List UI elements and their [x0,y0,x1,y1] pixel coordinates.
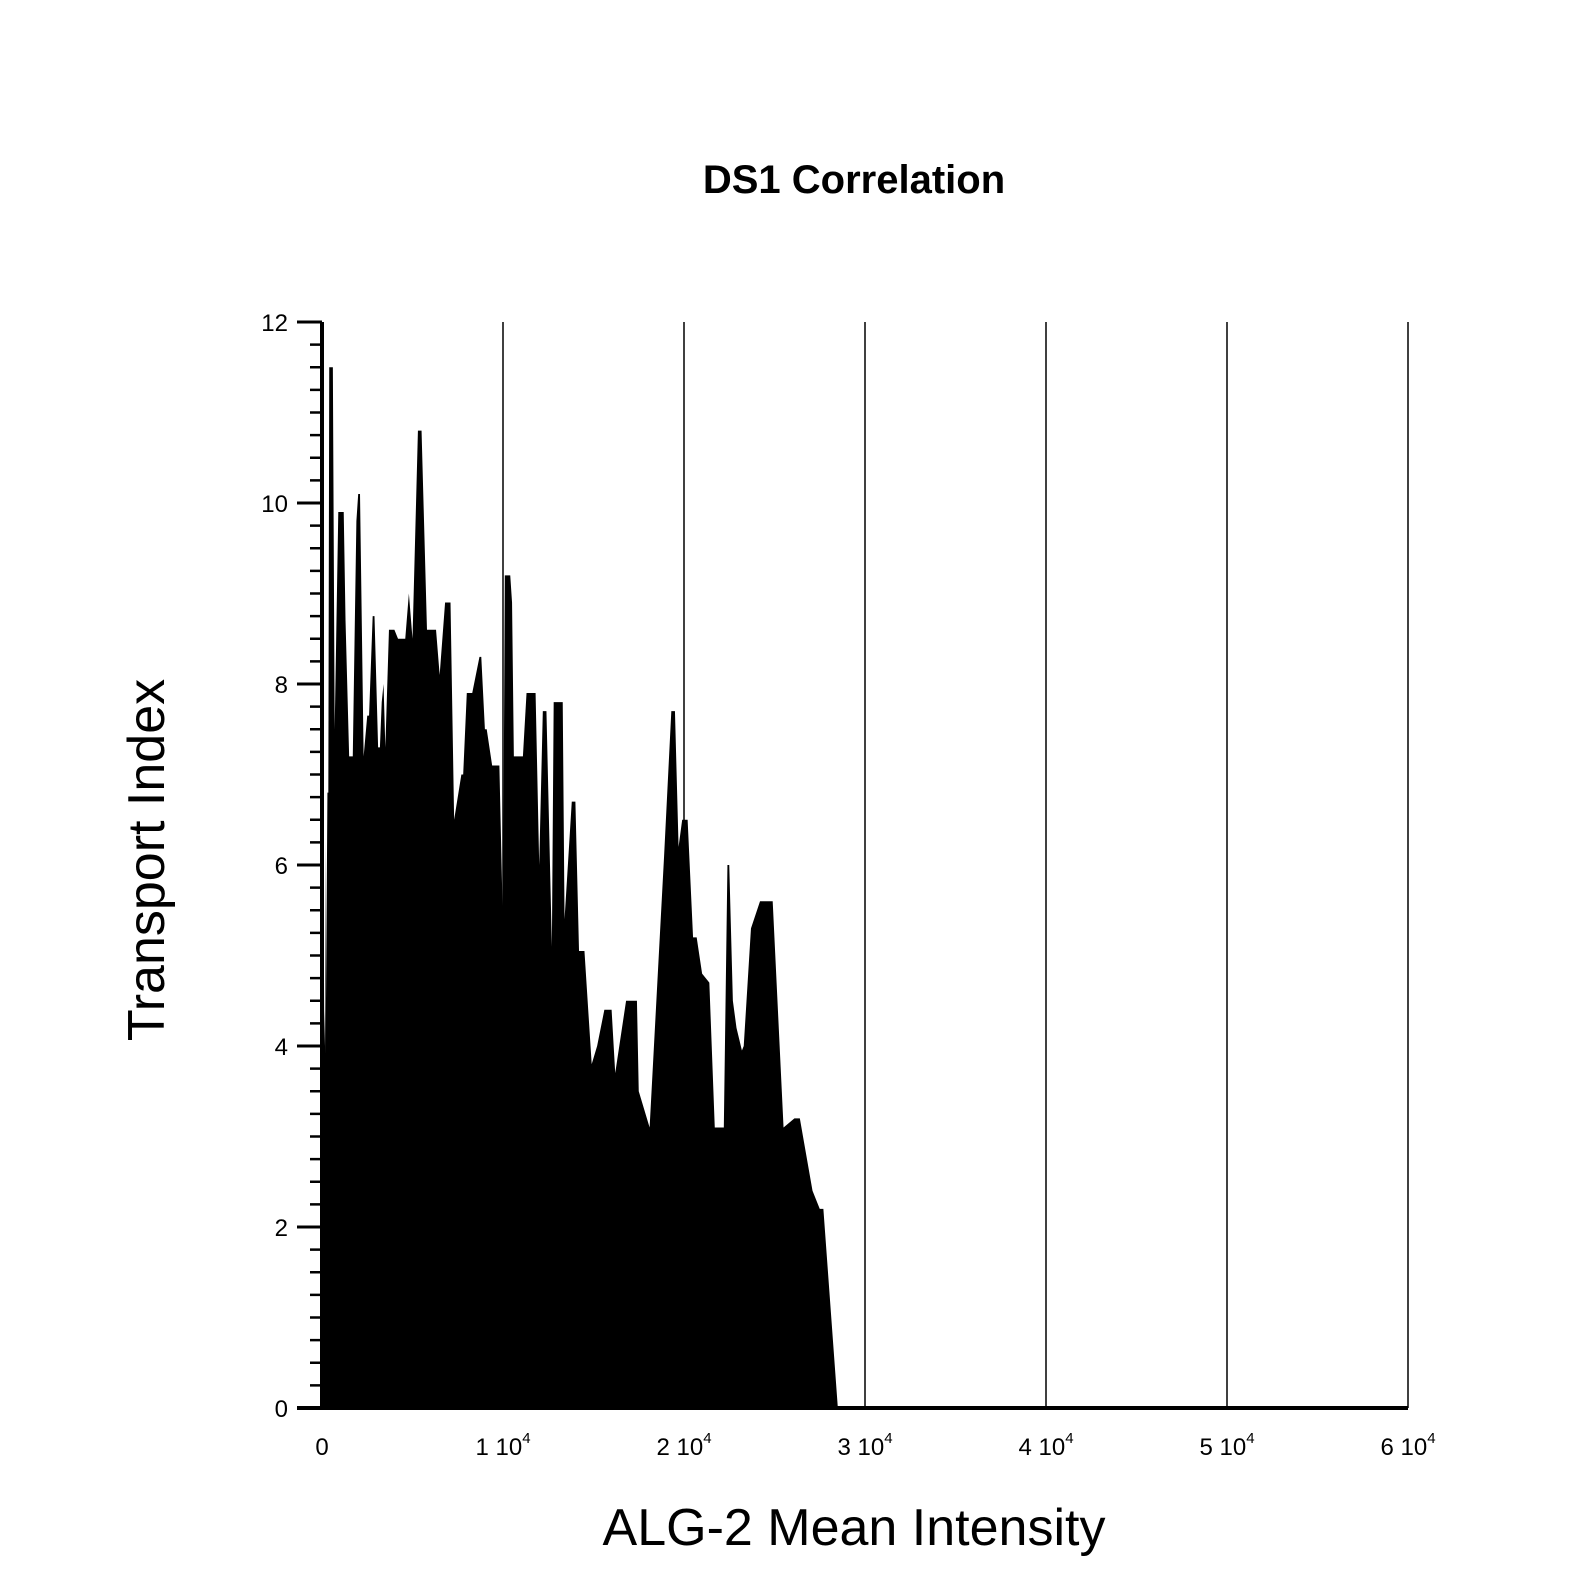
x-tick-label-20000: 2 104 [656,1430,711,1461]
y-tick-label-2: 2 [275,1215,288,1242]
y-tick-label-12: 12 [261,310,288,337]
y-axis-label: Transport Index [118,679,176,1041]
x-axis-label: ALG-2 Mean Intensity [603,1499,1106,1557]
x-tick-label-30000: 3 104 [837,1430,892,1461]
x-axis-ticks: 0 1 104 2 104 3 104 4 104 5 104 6 104 [315,1430,1435,1461]
data-area [322,367,1408,1408]
x-tick-label-0: 0 [315,1434,328,1461]
y-tick-label-4: 4 [275,1034,288,1061]
x-tick-label-50000: 5 104 [1199,1430,1254,1461]
x-tick-label-60000: 6 104 [1380,1430,1435,1461]
y-tick-label-8: 8 [275,672,288,699]
chart-title: DS1 Correlation [703,158,1005,202]
y-axis-ticks: 0 2 4 6 8 10 12 [261,310,322,1423]
y-tick-label-10: 10 [261,491,288,518]
x-tick-label-10000: 1 104 [475,1430,530,1461]
y-tick-label-6: 6 [275,853,288,880]
x-tick-label-40000: 4 104 [1018,1430,1073,1461]
y-tick-label-0: 0 [275,1396,288,1423]
